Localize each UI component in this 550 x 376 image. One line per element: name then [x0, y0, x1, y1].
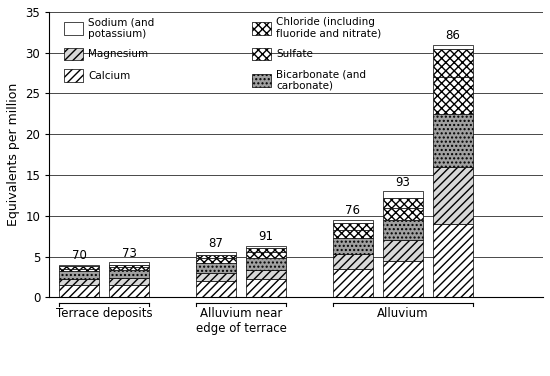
Text: 76: 76 [345, 205, 360, 217]
Text: Alluvium near
edge of terrace: Alluvium near edge of terrace [196, 307, 287, 335]
Bar [383, 240, 423, 261]
Bar [333, 254, 373, 269]
Text: 73: 73 [122, 247, 137, 260]
Bar [59, 271, 100, 279]
Bar [196, 263, 236, 273]
Bar [433, 77, 473, 114]
Text: 86: 86 [446, 29, 460, 42]
Bar [383, 198, 423, 208]
Bar [433, 224, 473, 297]
Bar [333, 269, 373, 297]
Bar [246, 252, 286, 258]
Legend: Chloride (including
fluoride and nitrate), Sulfate, Bicarbonate (and
carbonate): Chloride (including fluoride and nitrate… [252, 17, 381, 91]
Y-axis label: Equivalents per million: Equivalents per million [7, 83, 20, 226]
Bar [246, 249, 286, 252]
Bar [433, 114, 473, 167]
Text: Alluvium: Alluvium [377, 307, 429, 320]
Bar [333, 223, 373, 230]
Bar [196, 252, 236, 255]
Bar [59, 279, 100, 285]
Bar [59, 265, 100, 266]
Bar [59, 285, 100, 297]
Text: 93: 93 [395, 176, 410, 189]
Bar [196, 281, 236, 297]
Bar [333, 230, 373, 238]
Bar [246, 246, 286, 249]
Bar [196, 255, 236, 258]
Bar [383, 220, 423, 240]
Bar [383, 208, 423, 220]
Bar [109, 267, 150, 270]
Bar [109, 270, 150, 278]
Bar [196, 273, 236, 281]
Text: 70: 70 [72, 249, 87, 262]
Text: 91: 91 [258, 230, 274, 244]
Bar [109, 278, 150, 285]
Text: Terrace deposits: Terrace deposits [56, 307, 153, 320]
Bar [109, 265, 150, 267]
Bar [383, 261, 423, 297]
Bar [196, 258, 236, 263]
Bar [59, 266, 100, 269]
Bar [246, 258, 286, 270]
Bar [383, 191, 423, 198]
Bar [246, 270, 286, 279]
Bar [333, 220, 373, 223]
Bar [59, 269, 100, 271]
Text: 87: 87 [209, 237, 224, 250]
Bar [433, 49, 473, 77]
Bar [109, 262, 150, 265]
Bar [333, 238, 373, 254]
Bar [246, 279, 286, 297]
Bar [109, 285, 150, 297]
Bar [433, 167, 473, 224]
Bar [433, 44, 473, 49]
